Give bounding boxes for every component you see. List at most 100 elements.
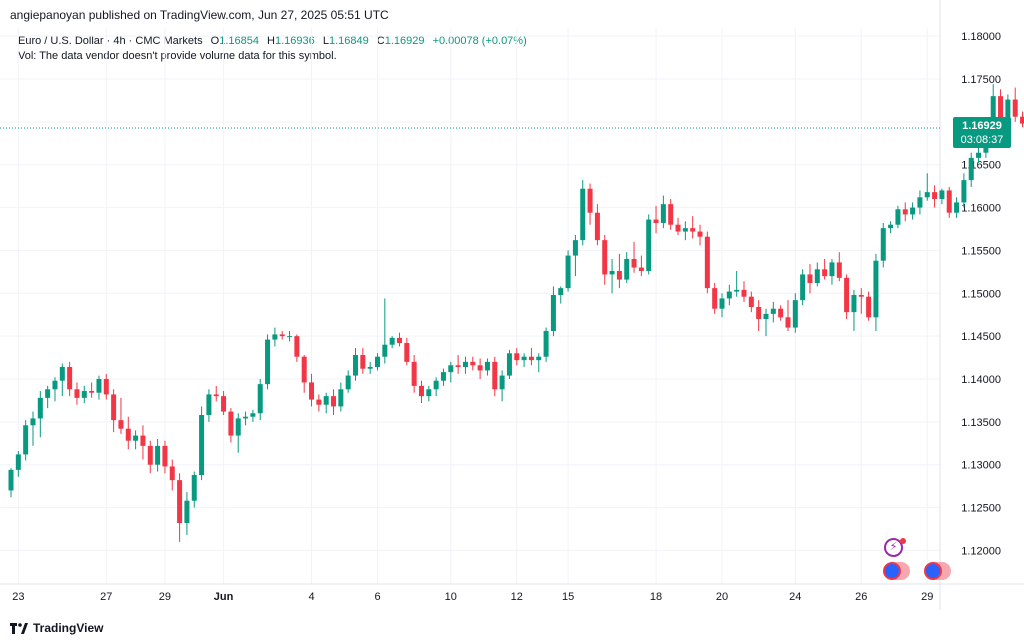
close-value: 1.16929 [384,35,425,47]
candle-down [712,288,718,309]
candle-down [455,365,461,367]
candle-up [45,389,51,398]
footer-brand[interactable]: TradingView [10,618,103,638]
candle-up [814,269,820,283]
candle-up [272,334,278,340]
candle-up [770,308,776,314]
candle-down [998,96,1004,119]
candle-up [646,219,652,271]
x-tick-label: 6 [374,591,380,603]
candle-down [785,317,791,328]
candle-down [844,277,850,313]
candle-down [690,228,696,232]
y-tick-label: 1.15500 [961,245,1001,257]
candle-up [133,435,139,441]
candle-up [426,389,432,397]
candle-up [287,336,293,338]
candle-up [1005,99,1011,119]
change-value: +0.00078 (+0.07%) [432,35,527,47]
candle-up [910,207,916,215]
candle-up [440,372,446,381]
candle-up [345,375,351,390]
candle-up [558,288,564,295]
candle-up [8,469,14,491]
candle-down [169,466,175,481]
candle-down [675,224,681,232]
last-price-value: 1.16929 [962,120,1002,132]
candle-up [719,298,725,309]
candle-down [668,204,674,225]
candle-down [294,336,300,357]
candle-down [331,396,337,407]
candle-down [74,389,80,398]
candle-down [602,240,608,275]
candle-down [587,188,593,213]
y-tick-label: 1.18000 [961,31,1001,43]
candle-up [382,344,388,357]
candle-down [360,355,366,369]
ohlc-row: Euro / U.S. Dollar · 4h · CMC Markets O 1… [18,34,527,49]
candle-up [265,339,271,385]
candle-up [499,375,505,390]
x-tick-label: 23 [12,591,24,603]
candle-up [990,96,996,131]
flag-event-icon[interactable] [924,562,942,580]
candle-down [162,445,168,467]
candle-up [243,416,249,419]
tradingview-logo-icon [10,622,28,634]
candle-up [389,337,395,345]
open-label: O [210,35,220,47]
flag-event-icon[interactable] [883,562,901,580]
x-tick-label: 18 [650,591,662,603]
candle-up [550,295,556,331]
candle-up [323,396,329,405]
candle-down [418,385,424,397]
candle-down [704,236,710,289]
event-dot-icon [900,538,906,544]
candle-down [836,262,842,278]
candle-up [250,413,256,417]
candle-down [631,259,637,268]
candle-down [741,289,747,297]
high-label: H [267,35,275,47]
candle-up [15,454,21,470]
candle-down [932,192,938,199]
y-tick-label: 1.14500 [961,331,1001,343]
candle-up [338,389,344,407]
brand-name: TradingView [33,621,104,635]
candle-down [118,420,124,429]
candle-up [37,397,43,419]
candle-up [660,204,666,223]
candle-down [492,361,498,390]
lightning-event-icon[interactable]: ⚡ [884,538,903,557]
x-tick-label: 15 [562,591,574,603]
candle-up [353,355,359,376]
candle-up [572,240,578,256]
candle-down [748,296,754,307]
candle-up [939,190,945,199]
candle-down [103,379,109,395]
candle-up [580,188,586,241]
x-tick-label: 24 [789,591,801,603]
y-tick-label: 1.14000 [961,374,1001,386]
symbol-title[interactable]: Euro / U.S. Dollar · 4h · CMC Markets [18,35,203,47]
volume-note: Vol: The data vendor doesn't provide vol… [18,50,337,62]
candle-down [228,411,234,436]
y-tick-label: 1.12500 [961,503,1001,515]
y-tick-label: 1.13000 [961,460,1001,472]
candle-down [140,435,146,446]
candle-up [565,255,571,289]
x-tick-label: 10 [445,591,457,603]
candle-up [888,224,894,229]
candle-down [404,343,410,362]
candle-down [67,367,73,390]
candle-up [96,379,102,393]
candle-down [411,361,417,386]
candle-down [697,231,703,237]
candle-down [653,219,659,223]
low-label: L [322,35,329,47]
candle-up [448,365,454,373]
candle-up [609,271,615,275]
x-tick-label: Jun [214,591,234,603]
